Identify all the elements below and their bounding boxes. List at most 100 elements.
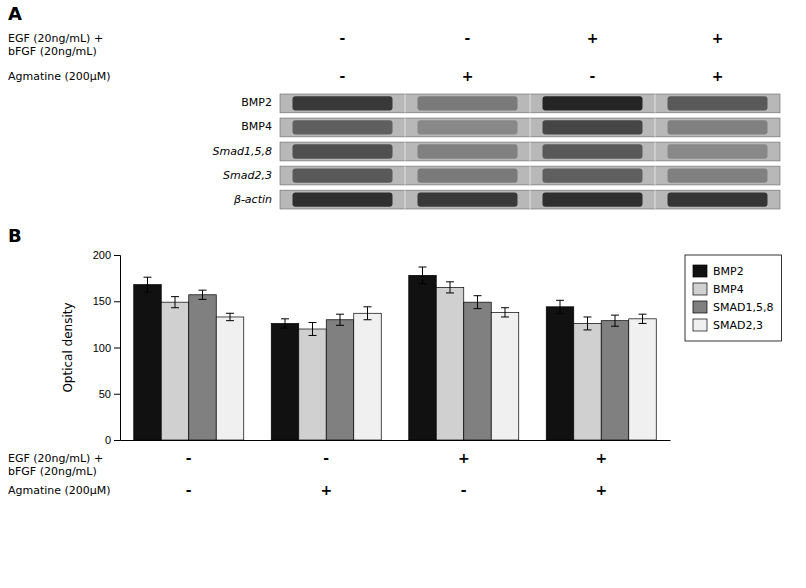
y-tick-mark	[114, 394, 120, 395]
lane-divider	[530, 94, 531, 113]
bar	[409, 275, 437, 440]
blot-band	[418, 168, 518, 182]
error-bar	[611, 315, 619, 326]
row-label-line: Agmatine (200μM)	[8, 70, 111, 83]
legend-frame	[685, 255, 781, 341]
blot-band	[293, 168, 393, 182]
row-label-line: bFGF (20ng/mL)	[8, 465, 97, 478]
bar	[629, 319, 657, 440]
lane-divider	[655, 118, 656, 137]
group-sign: +	[458, 450, 470, 466]
lane-sign: -	[340, 30, 346, 46]
bar	[189, 295, 217, 440]
legend-swatch	[693, 301, 707, 313]
error-bar	[309, 323, 317, 336]
blot-band	[418, 120, 518, 134]
y-axis-title: Optical density	[61, 302, 75, 392]
bar	[134, 285, 162, 440]
lane-divider	[405, 142, 406, 161]
x-axis	[121, 440, 671, 441]
y-tick-mark	[114, 348, 120, 349]
bar	[436, 287, 464, 440]
lane-sign: +	[712, 68, 724, 84]
group-sign: -	[186, 450, 192, 466]
lane-divider	[405, 118, 406, 137]
bar	[574, 323, 602, 440]
y-tick-label: 200	[93, 249, 111, 261]
y-tick: 0	[105, 434, 120, 446]
error-bar	[501, 308, 509, 317]
blot-row-label: BMP4	[241, 120, 272, 133]
y-tick-label: 100	[93, 342, 111, 354]
y-tick-mark	[114, 440, 120, 441]
lane-divider	[530, 166, 531, 185]
lane-divider	[655, 94, 656, 113]
lane-sign: -	[465, 30, 471, 46]
bar-series	[216, 307, 656, 440]
error-bar	[474, 296, 482, 309]
error-bar	[419, 267, 427, 284]
blot-strip	[280, 190, 780, 209]
lane-divider	[405, 190, 406, 209]
blot-band	[668, 168, 768, 182]
blot-band	[668, 120, 768, 134]
blot-band	[543, 96, 643, 110]
bar	[491, 312, 519, 440]
error-bar	[336, 314, 344, 325]
y-tick-label: 150	[93, 295, 111, 307]
blot-band	[668, 192, 768, 206]
y-axis-line	[114, 256, 121, 441]
bar-series	[189, 290, 629, 440]
blot-band	[418, 144, 518, 158]
blot-band	[418, 96, 518, 110]
blot-row-label: Smad1,5,8	[213, 145, 272, 158]
error-bar	[226, 313, 234, 320]
row-label: Agmatine (200μM)	[8, 484, 111, 497]
bar	[546, 307, 574, 440]
blot-band	[543, 144, 643, 158]
blot-row-label: Smad2,3	[223, 169, 272, 182]
group-sign: -	[323, 450, 329, 466]
blot-strip	[280, 118, 780, 137]
group-sign: +	[595, 482, 607, 498]
blot-band	[293, 120, 393, 134]
error-bar	[171, 297, 179, 308]
legend-swatch	[693, 319, 707, 331]
blot-strip	[280, 166, 780, 185]
row-label-line: Agmatine (200μM)	[8, 484, 111, 497]
lane-sign: +	[462, 68, 474, 84]
lane-sign: -	[590, 68, 596, 84]
y-tick: 100	[93, 342, 120, 354]
legend-swatch	[693, 265, 707, 277]
group-sign: -	[461, 482, 467, 498]
legend-label: SMAD2,3	[713, 319, 763, 332]
row-label: EGF (20ng/mL) +bFGF (20ng/mL)	[8, 32, 103, 58]
row-label: Agmatine (200μM)	[8, 70, 111, 83]
group-sign: +	[595, 450, 607, 466]
error-bar	[446, 282, 454, 293]
panel-blot: AEGF (20ng/mL) +bFGF (20ng/mL)--++Agmati…	[8, 3, 780, 209]
blot-band	[293, 96, 393, 110]
legend-swatch	[693, 283, 707, 295]
bar-series	[134, 267, 574, 440]
y-tick-mark	[114, 255, 120, 256]
row-label-line: EGF (20ng/mL) +	[8, 32, 103, 45]
y-tick: 50	[99, 388, 120, 400]
blot-band	[543, 120, 643, 134]
lane-sign: -	[340, 68, 346, 84]
error-bar	[364, 307, 372, 320]
y-axis: 0 50 100 150 200	[93, 249, 121, 446]
y-tick-label: 50	[99, 388, 111, 400]
blot-band	[668, 96, 768, 110]
y-tick-label: 0	[105, 434, 111, 446]
blot-band	[668, 144, 768, 158]
row-label-line: EGF (20ng/mL) +	[8, 452, 103, 465]
lane-divider	[530, 190, 531, 209]
blot-band	[543, 192, 643, 206]
lane-divider	[530, 118, 531, 137]
blot-strip	[280, 142, 780, 161]
blot-band	[293, 144, 393, 158]
bar	[161, 302, 189, 440]
bar	[601, 321, 629, 440]
y-tick-mark	[114, 301, 120, 302]
